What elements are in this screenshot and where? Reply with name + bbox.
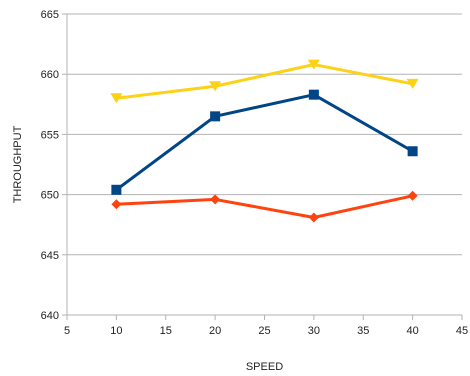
data-point <box>111 199 122 210</box>
data-point <box>407 190 418 201</box>
y-tick-label: 655 <box>41 129 59 141</box>
y-tick-label: 650 <box>41 190 59 202</box>
x-tick-label: 25 <box>258 325 270 337</box>
series-line <box>116 194 413 219</box>
x-tick-label: 10 <box>110 325 122 337</box>
series-line <box>115 93 414 191</box>
data-point <box>406 78 419 89</box>
x-tick-label: 35 <box>357 325 369 337</box>
series-3 <box>111 190 418 223</box>
data-point <box>111 184 122 195</box>
series-1 <box>110 59 419 104</box>
data-point <box>407 146 418 157</box>
x-tick-label: 15 <box>160 325 172 337</box>
data-point <box>209 81 222 92</box>
data-point <box>210 194 221 205</box>
y-tick-label: 645 <box>41 250 59 262</box>
data-point <box>210 111 221 122</box>
y-tick-label: 665 <box>41 9 59 21</box>
y-tick-label: 640 <box>41 310 59 322</box>
series-2 <box>111 89 418 195</box>
y-tick-label: 660 <box>41 69 59 81</box>
x-tick-label: 45 <box>456 325 468 337</box>
series-line <box>116 63 413 100</box>
x-tick-label: 20 <box>209 325 221 337</box>
x-tick-label: 5 <box>64 325 70 337</box>
data-point <box>110 93 123 104</box>
tick-labels: 640 645 650 655 660 665 5 10 15 20 25 30 35 40 45 <box>41 9 468 337</box>
data-point <box>307 59 320 70</box>
data-point <box>308 212 319 223</box>
x-axis-title: SPEED <box>246 361 283 373</box>
x-tick-label: 30 <box>308 325 320 337</box>
grid-lines <box>67 13 462 316</box>
y-axis-title: THROUGHPUT <box>12 125 24 203</box>
data-point <box>308 89 319 100</box>
series-lines <box>110 59 419 223</box>
x-tick-label: 40 <box>407 325 419 337</box>
